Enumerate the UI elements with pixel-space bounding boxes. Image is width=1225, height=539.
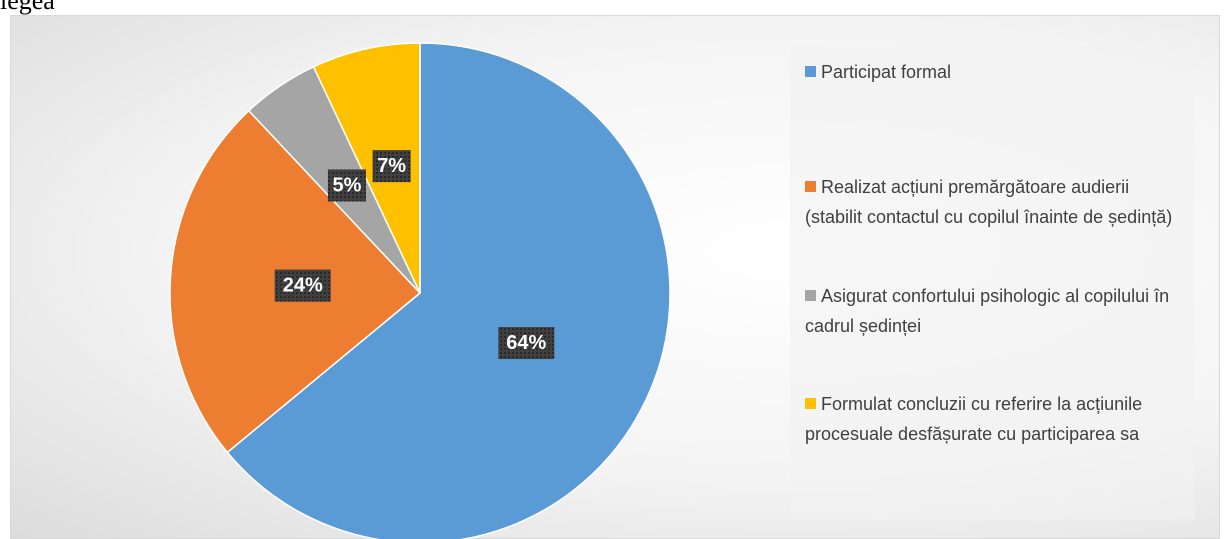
data-label: 64% [506,332,546,354]
data-label: 5% [332,174,361,196]
legend-swatch [805,290,816,301]
data-label-box [372,150,411,183]
legend-label: Participat formal [821,62,952,82]
legend: Participat formal Realizat acțiuni premăr… [790,45,1195,520]
data-label-box [498,327,555,360]
legend-item: Realizat acțiuni premărgătoare audierii … [805,172,1185,232]
legend-swatch [805,181,816,192]
legend-swatch [805,398,816,409]
legend-label: Asigurat confortului psihologic al copil… [805,286,1170,336]
legend-item: Participat formal [805,57,1185,87]
legend-swatch [805,66,816,77]
pie-slice [226,42,671,539]
legend-item: Formulat concluzii cu referire la acțiun… [805,389,1185,449]
legend-item: Asigurat confortului psihologic al copil… [805,281,1185,341]
legend-label: Realizat acțiuni premărgătoare audierii … [805,177,1173,227]
pie-slice [312,42,421,294]
data-label: 24% [283,275,323,297]
page-fragment: legea [0,0,55,15]
data-label: 7% [377,155,406,177]
legend-label: Formulat concluzii cu referire la acțiun… [805,394,1143,444]
data-label-box [274,269,331,302]
data-label-box [327,169,366,202]
